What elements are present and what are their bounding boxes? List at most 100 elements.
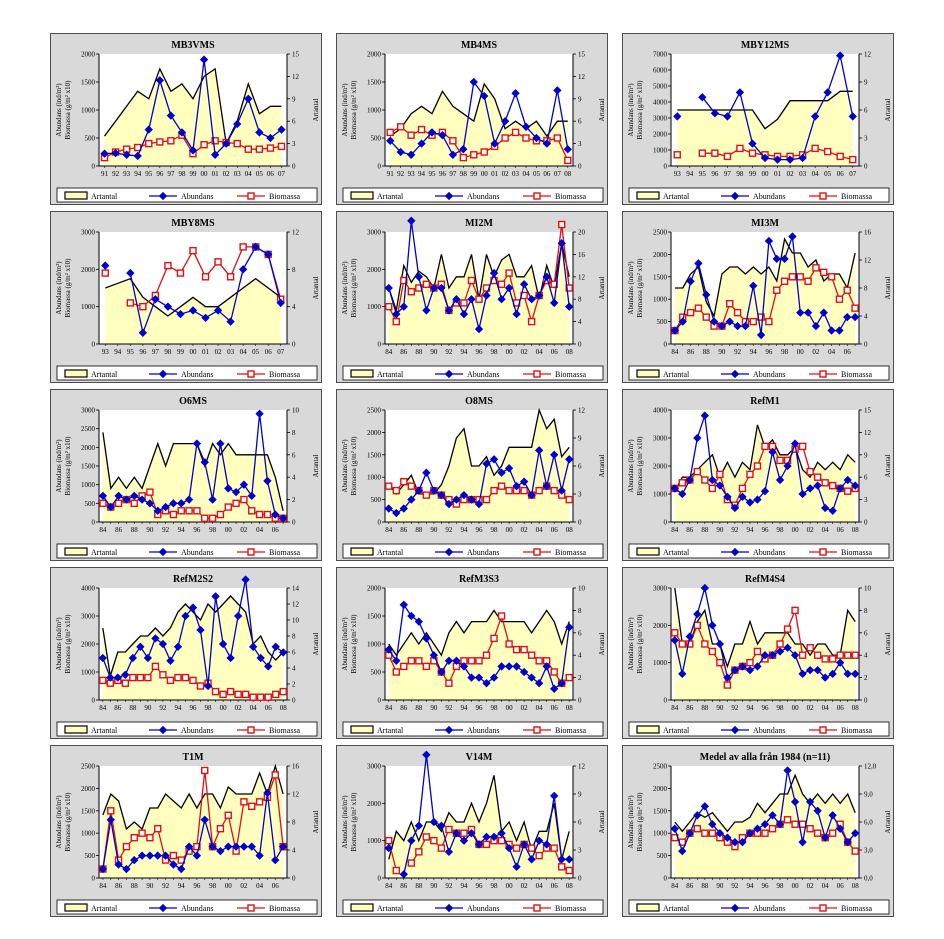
legend-biomassa-label: Biomassa bbox=[555, 904, 587, 913]
x-tick-label: 96 bbox=[193, 526, 201, 534]
legend-artantal-label: Artantal bbox=[663, 904, 690, 913]
chart-svg: V14M 0 1000 2000 3000 0 3 6 9 12 84 86 88 90 92 94 96 98 0… bbox=[341, 750, 606, 915]
y-axis-label-biomassa: Biomassa (g/m² x10) bbox=[64, 436, 72, 496]
abundans-point bbox=[527, 855, 536, 864]
biomassa-point bbox=[201, 766, 209, 775]
biomassa-point bbox=[156, 138, 164, 146]
abundans-point bbox=[101, 261, 110, 270]
abundans-point bbox=[775, 647, 785, 656]
biomassa-point bbox=[114, 499, 123, 508]
x-tick-label: 86 bbox=[686, 704, 694, 712]
x-tick-label: 90 bbox=[430, 526, 438, 534]
abundans-point bbox=[224, 484, 233, 493]
abundans-point bbox=[417, 139, 426, 148]
series-artantal-area bbox=[388, 610, 570, 700]
abundans-point bbox=[512, 862, 521, 871]
x-tick-label: 98 bbox=[164, 348, 172, 356]
biomassa-point bbox=[693, 467, 702, 476]
x-tick-label: 92 bbox=[445, 704, 453, 712]
abundans-point bbox=[444, 306, 454, 315]
y-axis-label-abundans: Abundans (ind/m²) bbox=[627, 439, 635, 493]
abundans-point bbox=[678, 317, 687, 326]
series-abundans-line-group bbox=[384, 600, 574, 693]
y2-axis-label: Artantal bbox=[312, 810, 320, 833]
abundans-point bbox=[819, 308, 828, 317]
biomassa-point bbox=[200, 141, 208, 149]
x-tick-label: 98 bbox=[209, 882, 217, 890]
abundans-point bbox=[820, 503, 830, 513]
x-tick-label: 06 bbox=[837, 170, 845, 178]
x-tick-label: 06 bbox=[267, 170, 275, 178]
y-tick-label: 2000 bbox=[81, 51, 96, 59]
abundans-point bbox=[276, 298, 285, 308]
y2-tick-label: 2 bbox=[292, 496, 296, 504]
y2-tick-label: 4 bbox=[292, 474, 296, 482]
biomassa-point bbox=[798, 651, 807, 659]
biomassa-point bbox=[497, 482, 506, 490]
abundans-point bbox=[527, 295, 536, 304]
legend-biomassa-marker bbox=[533, 548, 541, 556]
legend-abundans-label: Abundans bbox=[181, 904, 213, 913]
legend-artantal-swatch bbox=[350, 547, 374, 556]
x-tick-label: 86 bbox=[687, 348, 695, 356]
y2-tick-label: 3 bbox=[578, 140, 582, 148]
abundans-point bbox=[151, 295, 160, 304]
abundans-point bbox=[192, 439, 202, 448]
abundans-point bbox=[775, 820, 785, 829]
abundans-point bbox=[192, 851, 202, 860]
y-tick-label: 1000 bbox=[367, 837, 382, 845]
chart-panel: O8MS 0 500 1000 1500 2000 2500 0 3 6 9 12 84 86 88 90 92… bbox=[336, 389, 608, 561]
x-tick-label: 90 bbox=[716, 526, 724, 534]
abundans-point bbox=[828, 669, 837, 679]
series-artantal-area bbox=[388, 243, 570, 344]
x-tick-label: 00 bbox=[225, 882, 233, 890]
abundans-point bbox=[128, 653, 138, 663]
abundans-point bbox=[685, 829, 694, 838]
abundans-point bbox=[482, 832, 491, 842]
legend-biomassa-marker bbox=[533, 904, 541, 912]
y-axis-label-abundans: Abundans (ind/m²) bbox=[55, 439, 63, 493]
x-tick-label: 98 bbox=[736, 170, 744, 178]
legend-biomassa-label: Biomassa bbox=[841, 904, 873, 913]
x-tick-label: 08 bbox=[566, 526, 574, 534]
biomassa-point bbox=[407, 657, 416, 665]
biomassa-point bbox=[392, 486, 400, 495]
abundans-point bbox=[427, 128, 437, 137]
x-tick-label: 92 bbox=[734, 348, 742, 356]
y-tick-label: 500 bbox=[657, 318, 668, 326]
y-axis-label-abundans: Abundans (ind/m²) bbox=[341, 795, 349, 849]
y2-tick-label: 0 bbox=[578, 875, 582, 883]
abundans-point bbox=[177, 128, 187, 137]
abundans-point bbox=[519, 840, 529, 849]
abundans-point bbox=[98, 491, 108, 501]
x-tick-label: 02 bbox=[787, 170, 795, 178]
abundans-point bbox=[835, 326, 844, 335]
y-tick-label: 2000 bbox=[81, 444, 96, 452]
x-tick-label: 00 bbox=[506, 704, 514, 712]
legend-biomassa-marker bbox=[819, 548, 827, 556]
y-axis-label-abundans: Abundans (ind/m²) bbox=[627, 261, 635, 315]
biomassa-point bbox=[480, 148, 488, 156]
x-tick-label: 90 bbox=[146, 526, 154, 534]
abundans-point bbox=[264, 662, 273, 671]
biomassa-point bbox=[255, 798, 264, 806]
abundans-point bbox=[805, 665, 815, 675]
x-tick-label: 00 bbox=[506, 526, 514, 534]
y-tick-label: 0 bbox=[664, 875, 668, 883]
abundans-point bbox=[521, 122, 531, 131]
abundans-point bbox=[780, 254, 789, 264]
biomassa-point bbox=[776, 640, 784, 648]
y-tick-label: 3000 bbox=[653, 435, 668, 443]
biomassa-point bbox=[550, 844, 558, 852]
abundans-point bbox=[785, 155, 795, 164]
y2-tick-label: 6 bbox=[864, 474, 868, 482]
y2-tick-label: 0 bbox=[292, 163, 296, 171]
legend-abundans-label: Abundans bbox=[753, 726, 785, 735]
y-tick-label: 1000 bbox=[367, 474, 382, 482]
biomassa-point bbox=[490, 634, 498, 643]
biomassa-point bbox=[783, 625, 792, 633]
abundans-point bbox=[392, 309, 401, 319]
biomassa-point bbox=[806, 644, 814, 652]
y2-tick-label: 0 bbox=[864, 697, 868, 705]
y2-tick-label: 16 bbox=[292, 763, 300, 771]
